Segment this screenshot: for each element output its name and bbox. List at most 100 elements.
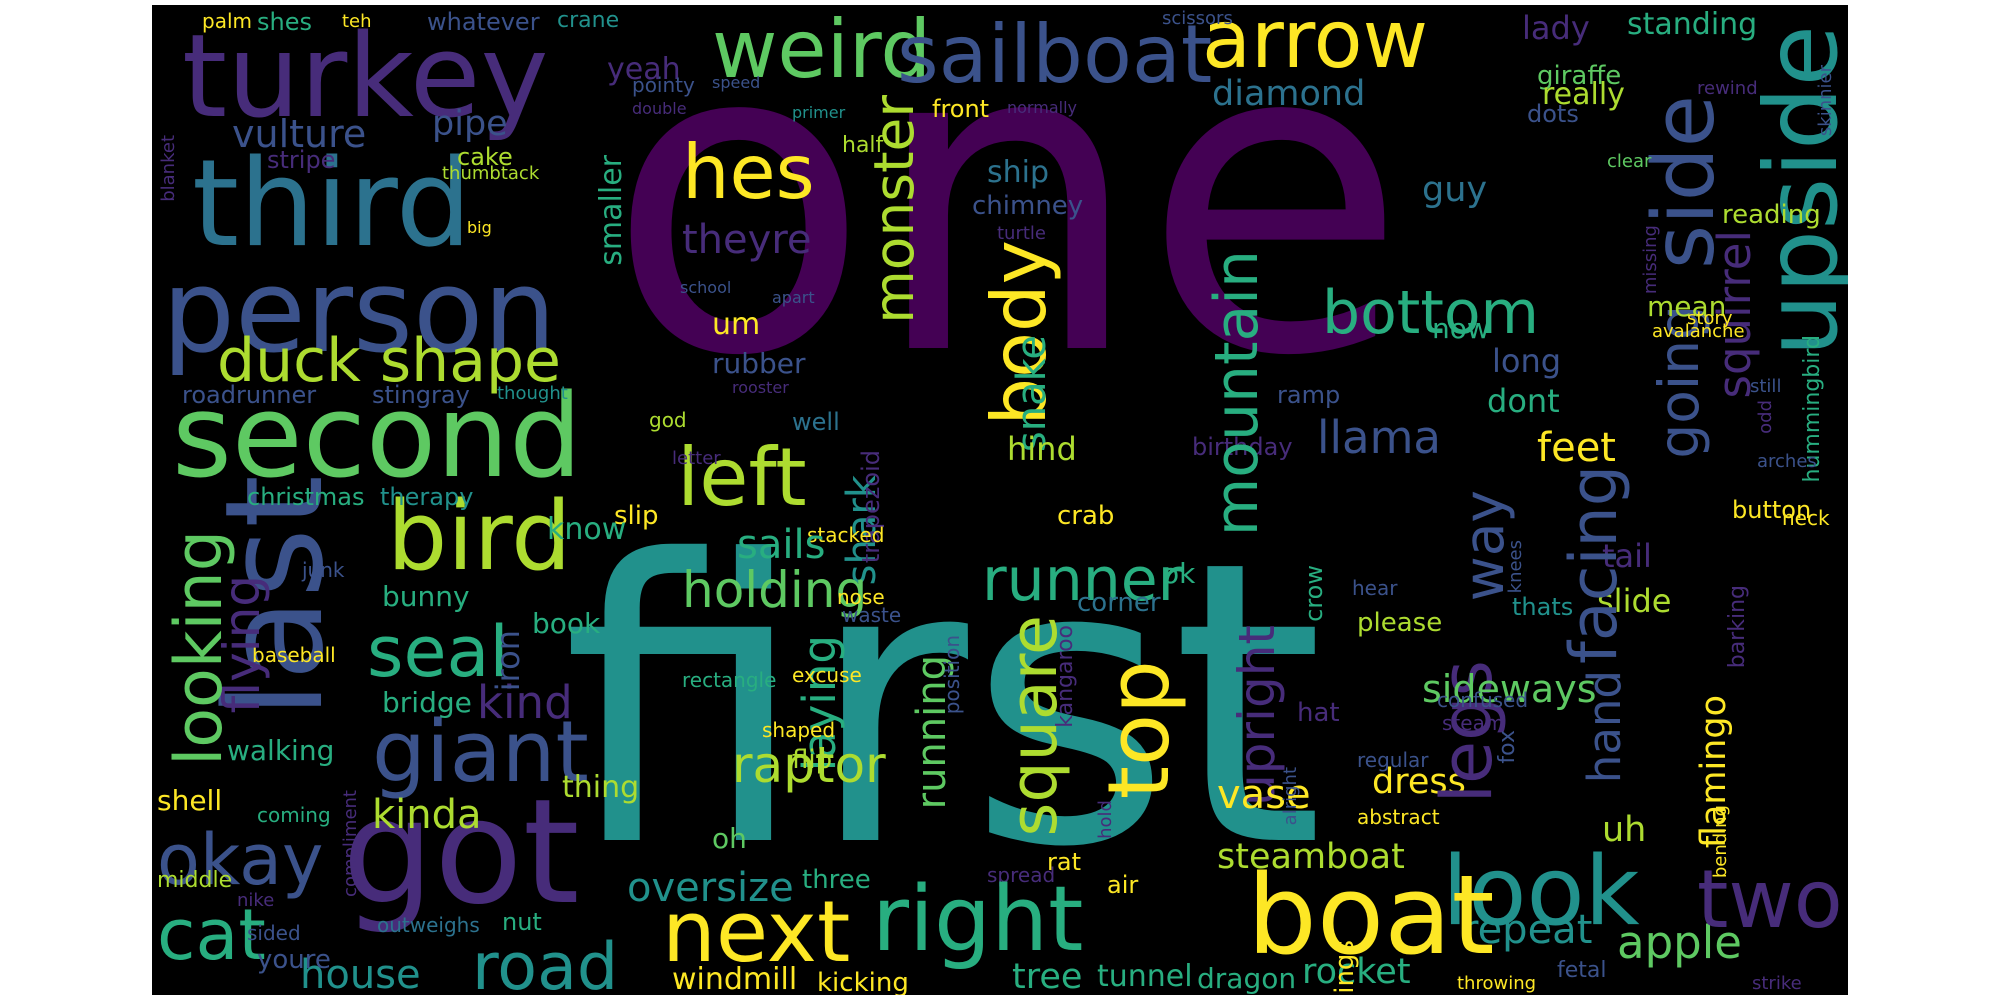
word-first: first: [562, 478, 1325, 932]
word-vase: vase: [1217, 772, 1311, 818]
word-ship: ship: [987, 155, 1050, 190]
word-double: double: [632, 99, 687, 118]
word-house: house: [300, 952, 421, 995]
word-corner: corner: [1077, 588, 1161, 618]
word-knees: knees: [1505, 540, 1526, 594]
word-turkey: turkey: [182, 10, 549, 144]
word-cloud: one first turkey third person second last got bi…: [152, 5, 1848, 995]
word-repeat: repeat: [1462, 907, 1593, 953]
word-boat: boat: [1247, 851, 1495, 979]
word-arches: arches: [1757, 451, 1817, 472]
word-walking: walking: [227, 734, 335, 767]
word-fetal: fetal: [1557, 958, 1607, 983]
word-yeah: yeah: [607, 52, 681, 87]
word-nose: nose: [837, 585, 885, 609]
word-strike: strike: [1752, 973, 1802, 994]
word-rooster: rooster: [732, 378, 789, 397]
word-shell: shell: [157, 784, 223, 817]
word-two: two: [1697, 853, 1843, 946]
word-coming: coming: [257, 803, 331, 827]
word-flip: flip: [792, 745, 833, 775]
word-roadrunner: roadrunner: [182, 381, 317, 409]
word-holding: holding: [682, 561, 868, 619]
word-standing: standing: [1627, 7, 1758, 42]
word-tree: tree: [1012, 957, 1083, 995]
word-avalanche: avalanche: [1652, 321, 1745, 342]
word-slide: slide: [1597, 582, 1672, 620]
word-mean: mean: [1647, 290, 1727, 323]
word-arrow: arrow: [1202, 5, 1429, 86]
word-hear: hear: [1352, 576, 1398, 600]
word-middle: middle: [157, 868, 233, 893]
word-facing: facing: [1557, 465, 1632, 664]
word-bridge: bridge: [382, 686, 472, 719]
word-uh: uh: [1602, 810, 1647, 850]
word-rectangle: rectangle: [682, 668, 777, 692]
word-iron: iron: [489, 630, 527, 692]
word-thats: thats: [1512, 593, 1574, 621]
word-book: book: [532, 607, 601, 640]
word-letter: letter: [672, 448, 721, 469]
word-left: left: [677, 431, 807, 524]
word-baseball: baseball: [252, 643, 336, 667]
word-duck-shape: duck shape: [217, 326, 561, 396]
word-abstract: abstract: [1357, 805, 1440, 829]
word-story: story: [1687, 308, 1733, 329]
word-half: half: [842, 133, 884, 158]
word-kangaroo: kangaroo: [1053, 625, 1078, 728]
word-school: school: [680, 278, 732, 297]
word-thing: thing: [562, 770, 640, 805]
word-next: next: [662, 883, 851, 982]
word-teh: teh: [342, 11, 372, 32]
word-runner: runner: [982, 545, 1183, 615]
word-really: really: [1542, 77, 1625, 112]
word-llama: llama: [1317, 411, 1441, 464]
word-mountain: mountain: [1202, 250, 1272, 537]
word-hand: hand: [1578, 670, 1631, 784]
word-youre: youre: [257, 945, 331, 975]
word-speed: speed: [712, 73, 761, 92]
word-tunnel: tunnel: [1097, 959, 1193, 994]
word-lady: lady: [1522, 9, 1590, 47]
word-alright: alright: [1280, 767, 1301, 826]
word-one: one: [607, 5, 1408, 450]
word-kind: kind: [477, 676, 573, 729]
word-okay: okay: [157, 819, 324, 901]
word-chimney: chimney: [972, 191, 1084, 221]
word-weird: weird: [712, 5, 932, 96]
word-clear: clear: [1607, 151, 1652, 172]
word-apart: apart: [772, 288, 815, 307]
word-neck: neck: [1782, 506, 1830, 530]
word-rat: rat: [1047, 848, 1081, 876]
word-shes: shes: [257, 8, 312, 36]
word-fox: fox: [1495, 730, 1520, 764]
word-birthday: birthday: [1192, 433, 1293, 461]
word-scissors: scissors: [1162, 8, 1233, 29]
word-monster: monster: [862, 95, 926, 324]
word-hes: hes: [682, 128, 815, 216]
word-thumbtack: thumbtack: [442, 163, 540, 184]
word-waste: waste: [842, 603, 902, 627]
word-tail: tail: [1602, 537, 1652, 575]
word-confused: confused: [1437, 688, 1529, 712]
word-oh: oh: [712, 822, 747, 855]
word-windmill: windmill: [672, 962, 798, 995]
word-um: um: [712, 307, 761, 342]
word-shaped: shaped: [762, 718, 836, 742]
word-oversize: oversize: [627, 865, 794, 911]
word-front: front: [932, 95, 990, 123]
word-bird: bird: [387, 482, 572, 592]
word-steamboat: steamboat: [1217, 837, 1405, 877]
word-button: button: [1732, 496, 1812, 524]
word-outweighs: outweighs: [377, 913, 480, 937]
word-air: air: [1107, 871, 1139, 899]
word-well: well: [792, 408, 840, 436]
word-stacked: stacked: [807, 523, 885, 547]
word-now: now: [1432, 312, 1490, 345]
word-rocket: rocket: [1302, 952, 1411, 992]
word-got: got: [342, 768, 580, 937]
word-normally: normally: [1007, 98, 1077, 117]
word-bunny: bunny: [382, 580, 470, 613]
word-ramp: ramp: [1277, 381, 1341, 409]
word-stingray: stingray: [372, 381, 470, 409]
